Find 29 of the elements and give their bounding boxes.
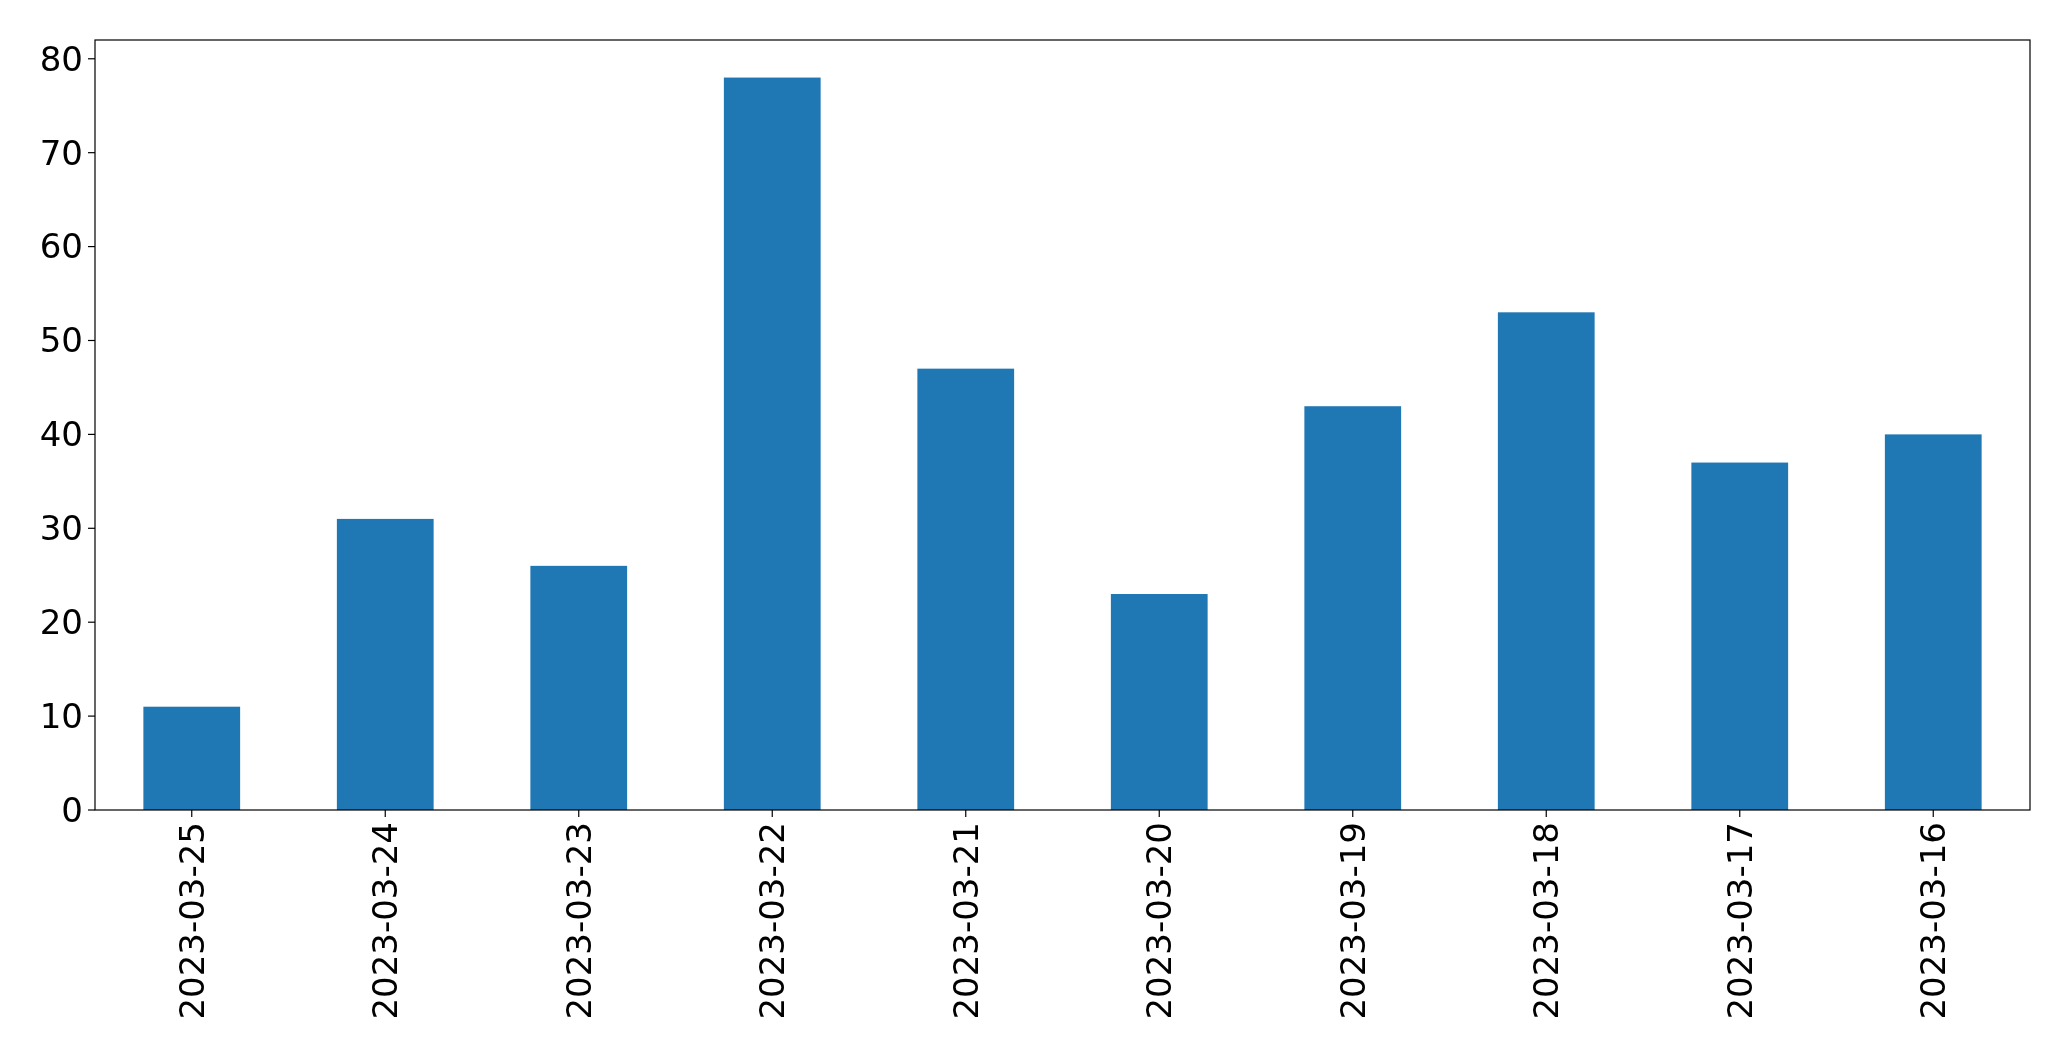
x-tick-label: 2023-03-25	[171, 822, 212, 1020]
bar	[143, 706, 241, 810]
y-tick-label: 70	[39, 132, 83, 173]
x-tick-label: 2023-03-23	[558, 822, 599, 1020]
y-tick-label: 50	[39, 320, 83, 361]
bar	[336, 518, 434, 810]
bar	[723, 77, 821, 810]
x-tick-label: 2023-03-22	[752, 822, 793, 1020]
x-tick-label: 2023-03-19	[1332, 822, 1373, 1020]
x-tick-label: 2023-03-20	[1139, 822, 1180, 1020]
bar	[917, 368, 1015, 810]
x-tick-label: 2023-03-16	[1913, 822, 1954, 1020]
bar	[1304, 406, 1402, 810]
x-tick-label: 2023-03-21	[945, 822, 986, 1020]
y-tick-label: 20	[39, 602, 83, 643]
x-tick-label: 2023-03-17	[1719, 822, 1760, 1020]
y-tick-label: 40	[39, 414, 83, 455]
bar	[530, 565, 628, 810]
bar	[1110, 594, 1208, 810]
bar	[1691, 462, 1789, 810]
y-tick-label: 80	[39, 38, 83, 79]
bar	[1884, 434, 1982, 810]
y-tick-label: 0	[61, 789, 83, 830]
bar	[1497, 312, 1595, 810]
y-tick-label: 30	[39, 508, 83, 549]
x-tick-label: 2023-03-24	[365, 822, 406, 1020]
y-tick-label: 10	[39, 696, 83, 736]
x-tick-label: 2023-03-18	[1526, 822, 1567, 1020]
y-tick-label: 60	[39, 226, 83, 267]
